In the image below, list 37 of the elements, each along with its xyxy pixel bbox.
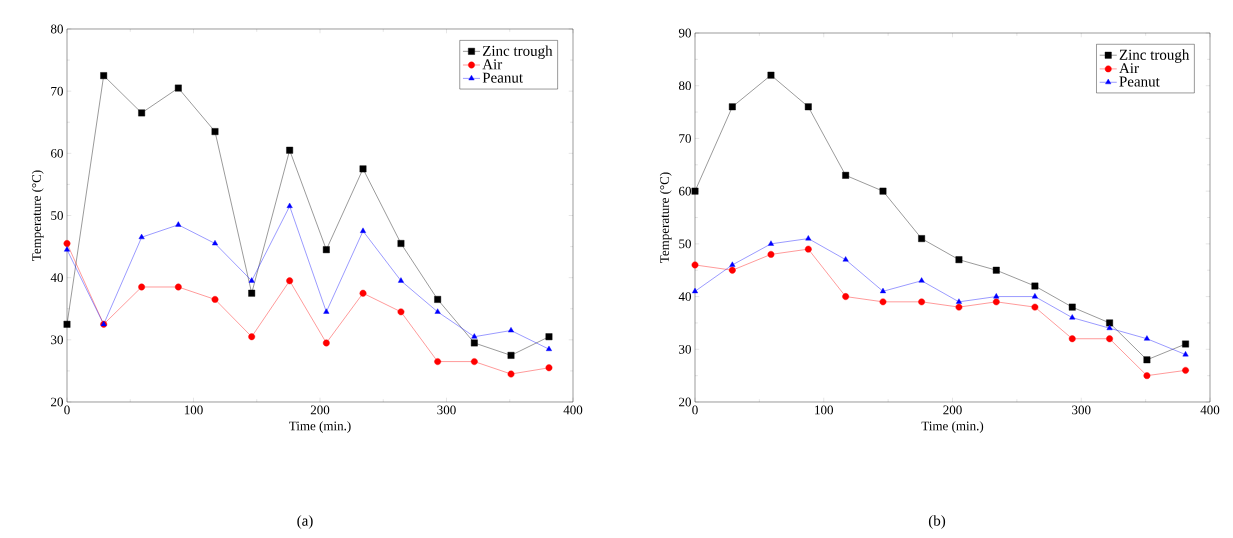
x-tick-label: 0 xyxy=(692,405,698,415)
x-tick-label: 300 xyxy=(1072,405,1091,415)
legend-label: Air xyxy=(482,59,503,70)
legend-label: Peanut xyxy=(1119,76,1160,87)
x-axis-title: Time (min.) xyxy=(921,421,984,433)
y-tick-label: 20 xyxy=(679,397,691,407)
y-axis-title: Temperature (°C) xyxy=(659,172,672,263)
x-tick-label: 400 xyxy=(1200,405,1220,415)
y-tick-label: 70 xyxy=(679,134,691,143)
y-axis-title: Temperature (°C) xyxy=(31,170,44,261)
y-tick-label: 60 xyxy=(679,186,691,196)
text: (b) xyxy=(928,515,946,529)
x-tick-label: 0 xyxy=(64,405,70,415)
y-tick-label: 50 xyxy=(51,211,63,220)
legend-label: Peanut xyxy=(482,72,523,83)
legend-label: Zinc trough xyxy=(482,45,553,60)
y-tick-label: 90 xyxy=(678,28,691,38)
legend-label: Air xyxy=(1119,63,1139,74)
y-tick-label: 40 xyxy=(50,273,63,283)
y-tick-label: 50 xyxy=(679,239,691,249)
x-tick-label: 200 xyxy=(943,405,962,415)
x-tick-label: 300 xyxy=(437,405,456,415)
legend-label: Zinc trough xyxy=(1119,49,1190,63)
x-tick-label: 200 xyxy=(310,405,330,415)
y-tick-label: 60 xyxy=(51,148,63,158)
y-tick-label: 80 xyxy=(50,24,63,34)
text: (a) xyxy=(297,515,313,529)
x-axis-title: Time (min.) xyxy=(289,421,351,433)
x-tick-label: 400 xyxy=(563,405,583,415)
y-tick-label: 70 xyxy=(51,86,63,96)
y-tick-label: 30 xyxy=(679,344,691,354)
y-tick-label: 20 xyxy=(51,397,63,407)
y-tick-label: 80 xyxy=(678,81,691,91)
x-tick-label: 100 xyxy=(184,405,203,415)
x-tick-label: 100 xyxy=(815,405,834,415)
y-tick-label: 30 xyxy=(51,335,63,345)
y-tick-label: 40 xyxy=(678,292,691,301)
